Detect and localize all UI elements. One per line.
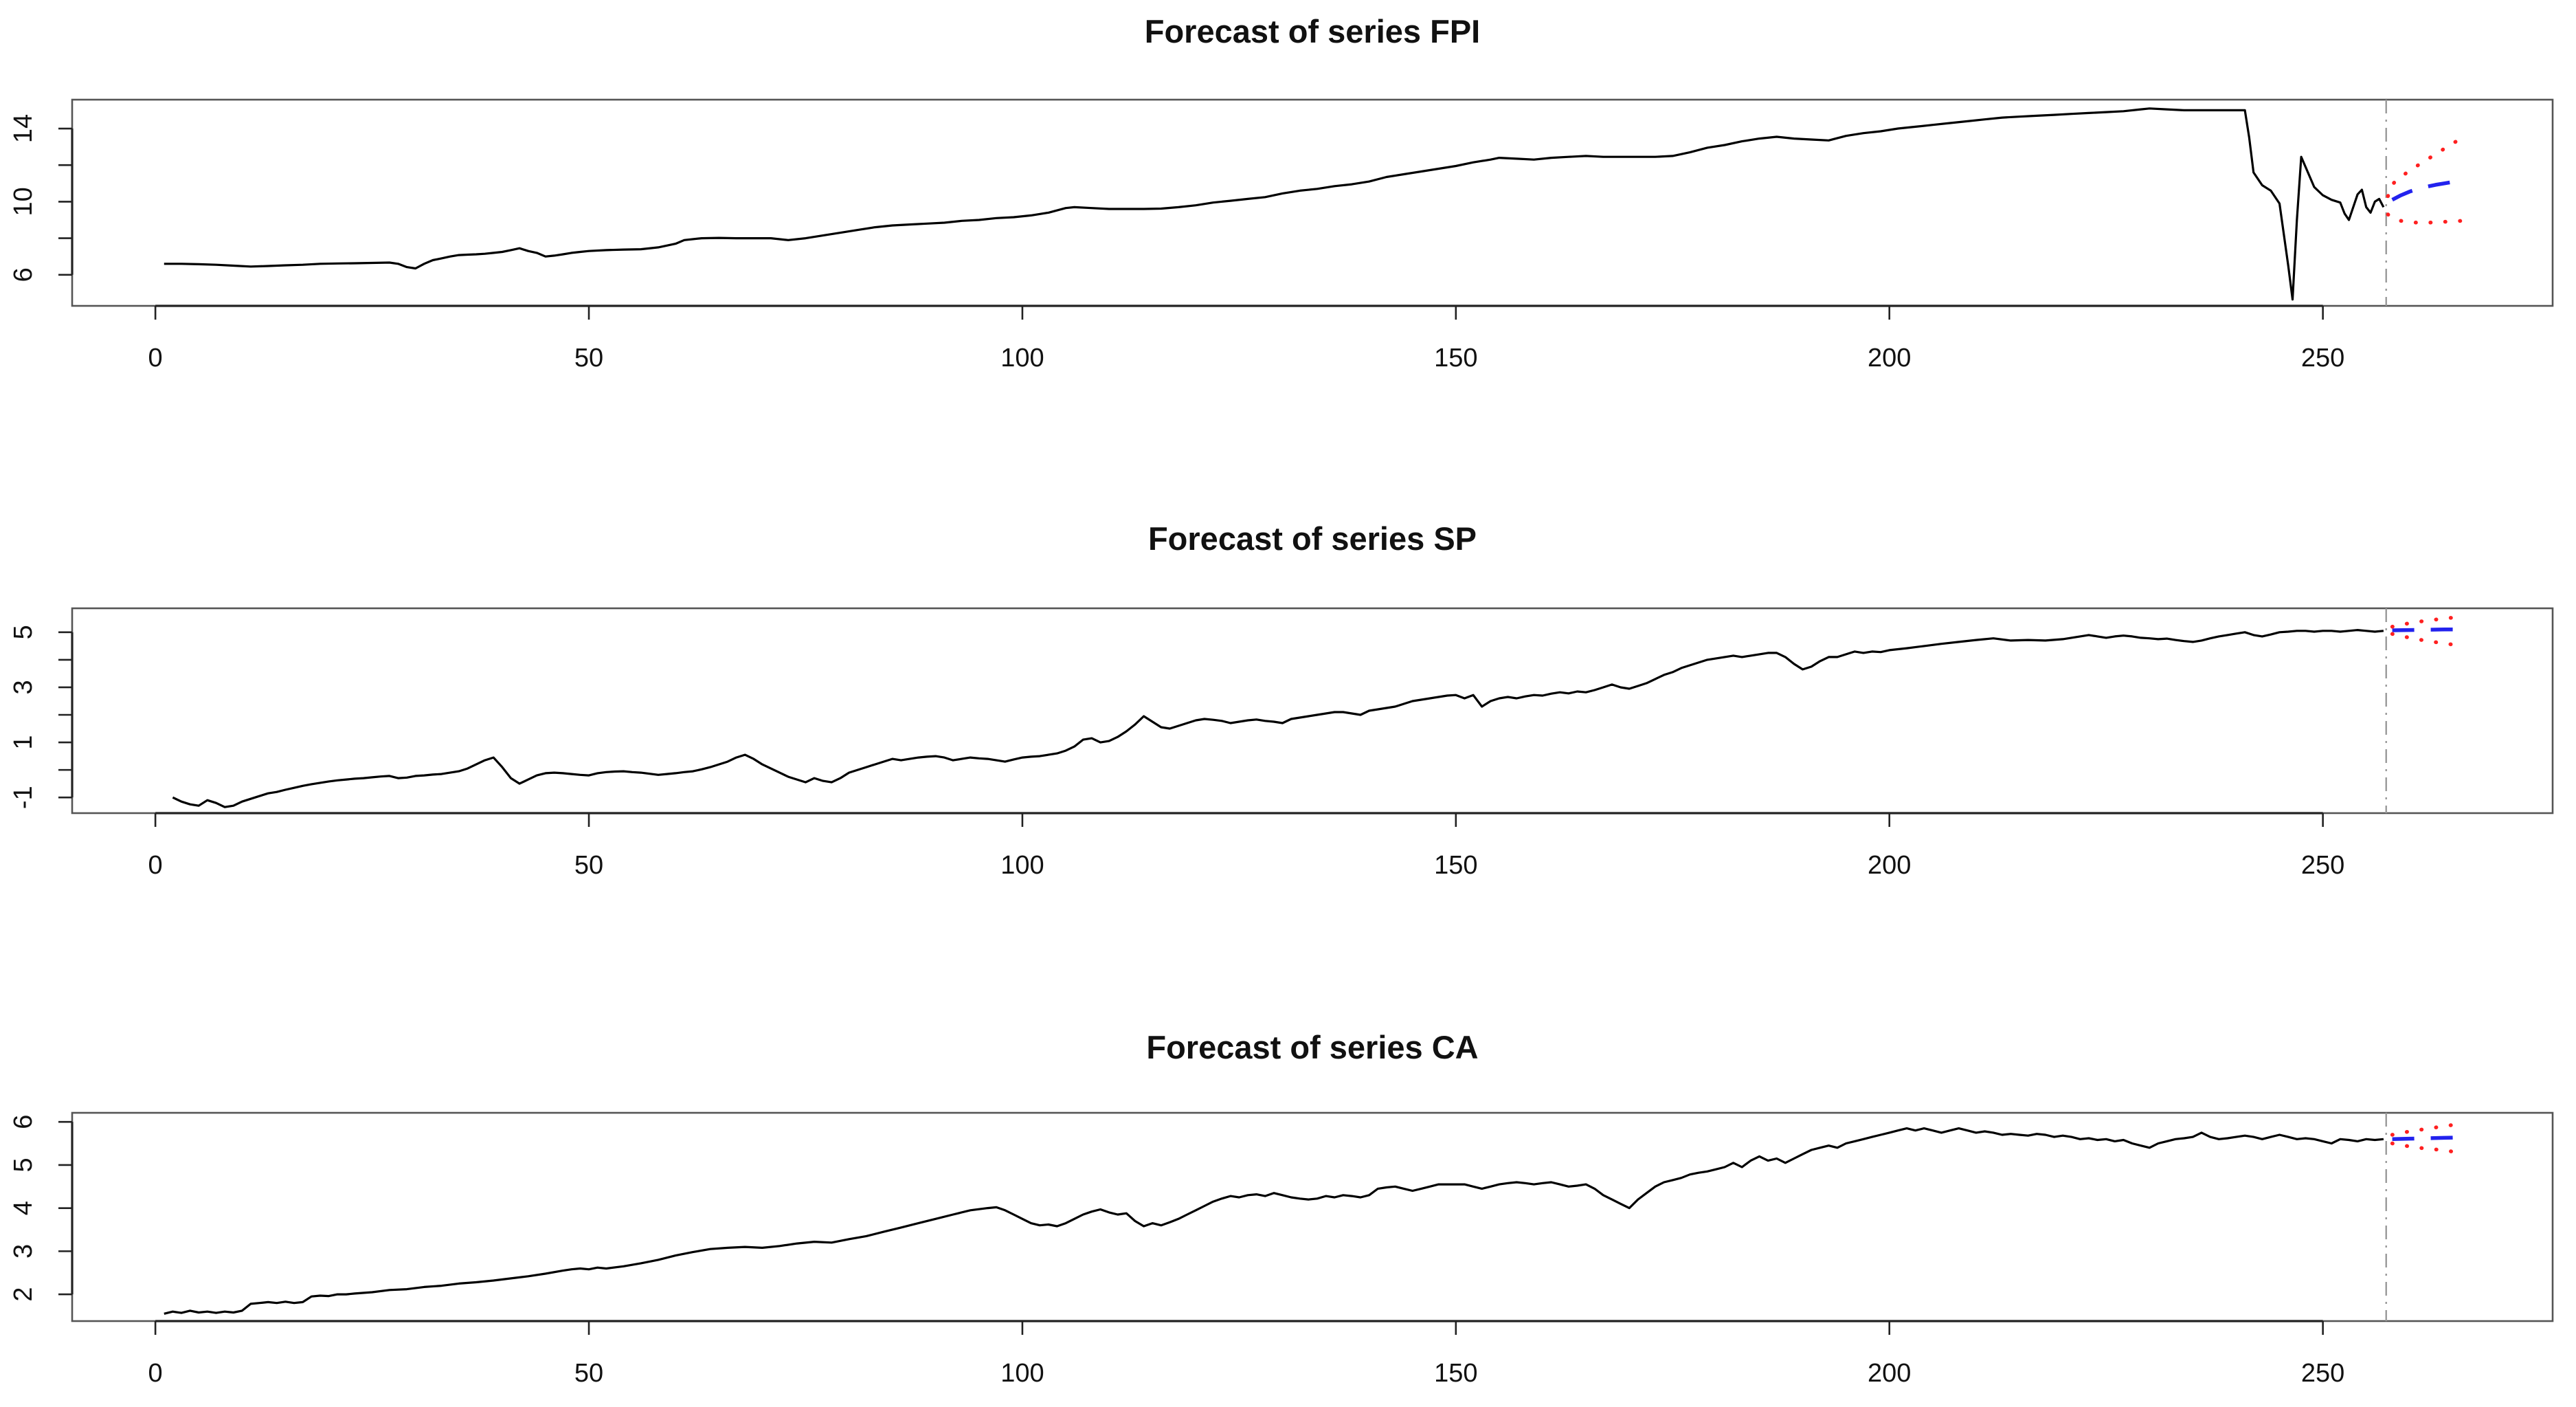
x-tick-label: 50 bbox=[574, 344, 603, 373]
y-tick-label: 5 bbox=[9, 625, 38, 639]
y-tick-label: 2 bbox=[9, 1287, 38, 1302]
panel-title: Forecast of series CA bbox=[1146, 1029, 1478, 1065]
x-tick-label: 0 bbox=[148, 344, 163, 373]
x-tick-label: 0 bbox=[148, 1359, 163, 1388]
panel-title: Forecast of series SP bbox=[1148, 520, 1477, 557]
x-tick-label: 100 bbox=[1000, 344, 1044, 373]
observed-line bbox=[172, 628, 2384, 808]
y-tick-label: 6 bbox=[9, 1115, 38, 1129]
forecast-line bbox=[2391, 179, 2462, 202]
x-tick-label: 150 bbox=[1434, 851, 1477, 880]
observed-line bbox=[164, 1127, 2384, 1315]
y-tick-label: 3 bbox=[9, 1244, 38, 1259]
y-tick-label: 3 bbox=[9, 680, 38, 694]
x-tick-label: 250 bbox=[2301, 851, 2344, 880]
upper-ci-line bbox=[2386, 136, 2464, 199]
x-tick-label: 200 bbox=[1868, 851, 1911, 880]
plot-box bbox=[71, 1111, 2554, 1322]
observed-line bbox=[164, 107, 2385, 301]
lower-ci-line bbox=[2386, 212, 2464, 225]
plot-box bbox=[71, 98, 2554, 307]
panel-3: Forecast of series CA 0 50 100 150 200 250 2 3 4 5… bbox=[9, 1029, 2554, 1388]
y-tick-label: 14 bbox=[9, 114, 38, 143]
y-tick-label: 6 bbox=[9, 267, 38, 282]
upper-ci-line bbox=[2390, 614, 2464, 629]
y-tick-label: 10 bbox=[9, 187, 38, 216]
y-tick-label: 5 bbox=[9, 1157, 38, 1172]
x-tick-label: 100 bbox=[1000, 851, 1044, 880]
upper-ci-line bbox=[2390, 1121, 2464, 1137]
lower-ci-line bbox=[2390, 632, 2464, 648]
panel-title: Forecast of series FPI bbox=[1145, 13, 1480, 49]
x-tick-label: 150 bbox=[1434, 1359, 1477, 1388]
lower-ci-line bbox=[2390, 1141, 2464, 1155]
x-tick-label: 0 bbox=[148, 851, 163, 880]
x-tick-label: 150 bbox=[1434, 344, 1477, 373]
x-tick-label: 250 bbox=[2301, 344, 2344, 373]
panel-2: Forecast of series SP 0 50 100 150 200 250 -1 1 3… bbox=[9, 520, 2554, 880]
x-tick-label: 200 bbox=[1868, 344, 1911, 373]
x-tick-label: 250 bbox=[2301, 1359, 2344, 1388]
x-tick-label: 50 bbox=[574, 1359, 603, 1388]
panel-1: Forecast of series FPI 0 50 100 150 200 250 6 10… bbox=[9, 13, 2554, 373]
y-tick-label: 1 bbox=[9, 735, 38, 749]
y-tick-label: -1 bbox=[9, 786, 38, 809]
plot-box bbox=[71, 607, 2554, 815]
x-tick-label: 200 bbox=[1868, 1359, 1911, 1388]
x-tick-label: 100 bbox=[1000, 1359, 1044, 1388]
forecast-line bbox=[2392, 1135, 2462, 1142]
y-tick-label: 4 bbox=[9, 1201, 38, 1215]
x-tick-label: 50 bbox=[574, 851, 603, 880]
